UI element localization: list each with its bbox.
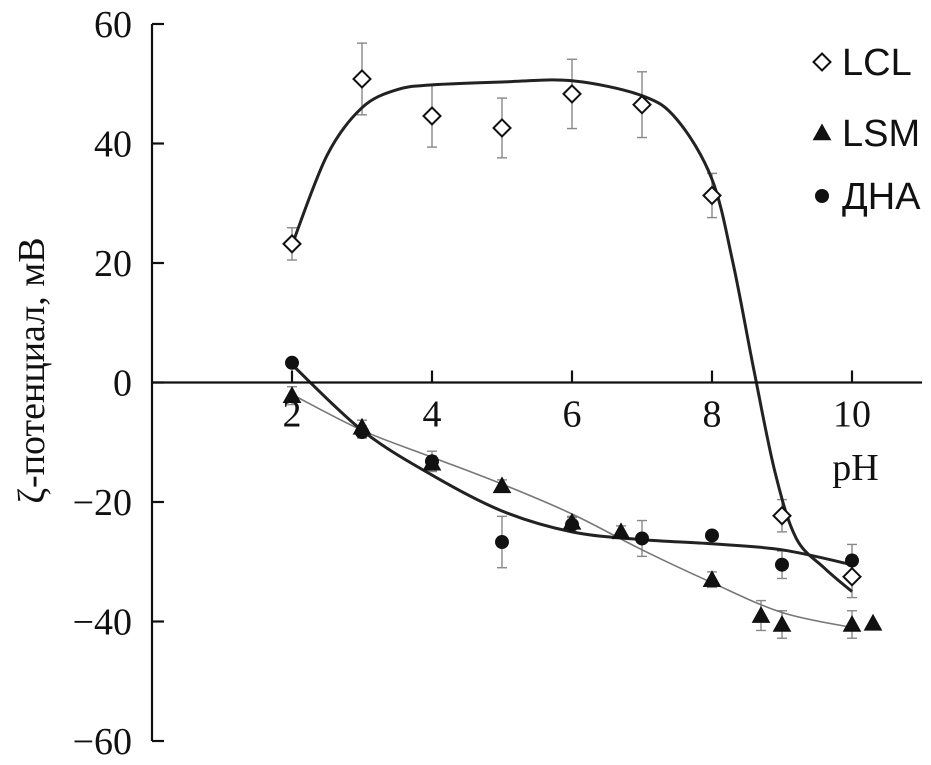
y-tick-label: 20: [94, 243, 132, 285]
marker-dna: [355, 425, 369, 440]
x-tick-label: 10: [833, 394, 871, 436]
marker-lsm: [702, 570, 722, 587]
y-tick-label: −20: [73, 482, 132, 524]
data-markers: [282, 69, 883, 632]
legend: LCL LSM ДНА: [812, 42, 921, 218]
marker-lcl: [772, 505, 792, 526]
marker-dna: [495, 535, 509, 550]
marker-lcl: [702, 185, 722, 206]
marker-lcl: [562, 83, 582, 104]
x-tick-label: 8: [703, 394, 722, 436]
legend-marker-lsm: [812, 123, 832, 141]
marker-lsm: [611, 522, 631, 540]
legend-marker-lcl: [812, 52, 832, 72]
marker-lcl: [632, 94, 652, 115]
marker-lsm: [772, 614, 792, 632]
legend-label-lcl: LCL: [842, 42, 912, 84]
marker-lcl: [842, 566, 862, 587]
marker-lsm: [492, 476, 512, 494]
x-tick-label: 6: [563, 394, 582, 436]
y-tick-label: 40: [94, 124, 132, 166]
marker-lsm: [282, 386, 302, 403]
marker-dna: [285, 355, 299, 370]
x-tick-label: 2: [283, 394, 302, 436]
marker-dna: [705, 528, 719, 543]
marker-dna: [635, 531, 649, 546]
y-tick-label: −40: [73, 602, 132, 644]
y-tick-label: 60: [94, 4, 132, 46]
y-tick-label: 0: [113, 363, 132, 405]
x-axis-title: pH: [832, 447, 878, 489]
x-tick-label: 4: [423, 394, 442, 436]
axes: 60 40 20 0 −20 −40 −60 2 4 6 8 10 pH ζ-потенциал, мВ: [11, 4, 922, 763]
marker-lsm: [863, 613, 883, 631]
fit-curve-dna: [290, 363, 853, 567]
marker-lcl: [422, 106, 442, 126]
marker-lsm: [751, 605, 771, 623]
y-axis-title: ζ-потенциал, мВ: [11, 237, 53, 503]
marker-lsm: [842, 614, 862, 632]
fit-curves: [290, 78, 853, 629]
marker-dna: [425, 454, 439, 469]
marker-dna: [775, 557, 789, 572]
legend-label-lsm: LSM: [842, 113, 920, 155]
legend-marker-dna: [815, 189, 829, 203]
marker-dna: [845, 553, 859, 568]
marker-lcl: [352, 69, 372, 89]
marker-dna: [565, 517, 579, 532]
y-tick-label: −60: [73, 721, 132, 763]
legend-label-dna: ДНА: [842, 176, 921, 218]
fit-curve-lcl: [290, 78, 853, 593]
marker-lcl: [282, 233, 302, 254]
marker-lcl: [492, 118, 512, 138]
